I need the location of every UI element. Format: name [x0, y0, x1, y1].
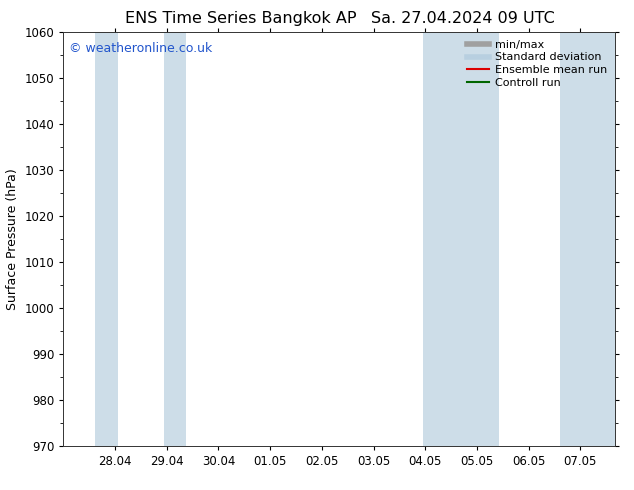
Bar: [96, 32, 118, 446]
Bar: [423, 32, 499, 446]
Y-axis label: Surface Pressure (hPa): Surface Pressure (hPa): [6, 168, 19, 310]
Bar: [560, 32, 615, 446]
Text: ENS Time Series Bangkok AP: ENS Time Series Bangkok AP: [125, 11, 357, 26]
Text: © weatheronline.co.uk: © weatheronline.co.uk: [69, 42, 212, 55]
Bar: [164, 32, 186, 446]
Text: Sa. 27.04.2024 09 UTC: Sa. 27.04.2024 09 UTC: [371, 11, 555, 26]
Legend: min/max, Standard deviation, Ensemble mean run, Controll run: min/max, Standard deviation, Ensemble me…: [465, 37, 609, 90]
